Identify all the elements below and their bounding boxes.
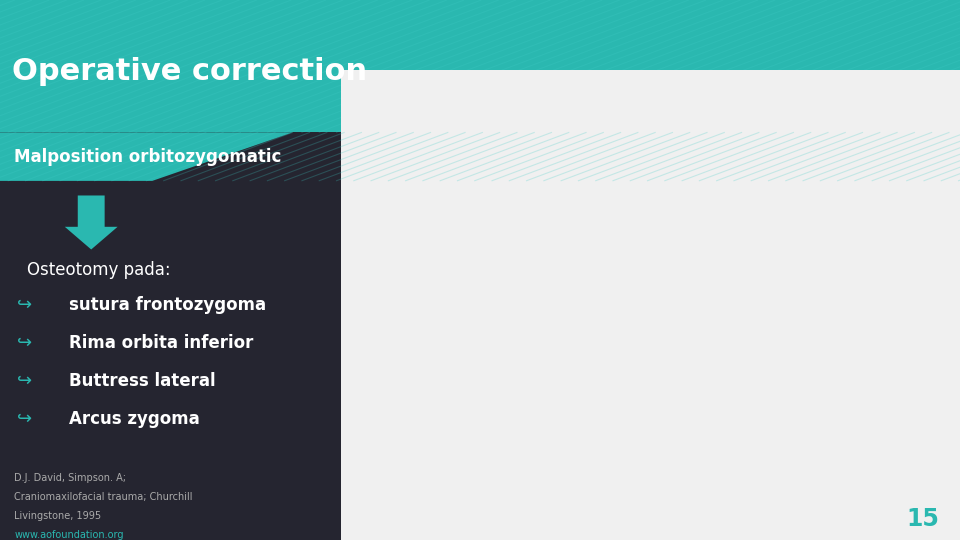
Text: D.J. David, Simpson. A;: D.J. David, Simpson. A; — [14, 473, 127, 483]
Text: Craniomaxilofacial trauma; Churchill: Craniomaxilofacial trauma; Churchill — [14, 492, 193, 502]
FancyArrow shape — [65, 195, 117, 249]
Text: Livingstone, 1995: Livingstone, 1995 — [14, 511, 102, 521]
Text: sutura frontozygoma: sutura frontozygoma — [69, 296, 266, 314]
Polygon shape — [0, 132, 293, 181]
Bar — [0, 0, 960, 132]
Text: ↪: ↪ — [17, 372, 33, 390]
Bar — [341, 70, 960, 540]
Text: Rima orbita inferior: Rima orbita inferior — [69, 334, 253, 352]
Text: Operative correction: Operative correction — [12, 57, 367, 86]
Text: ↪: ↪ — [17, 409, 33, 428]
Text: ↪: ↪ — [17, 334, 33, 352]
Text: Malposition orbitozygomatic: Malposition orbitozygomatic — [14, 147, 282, 166]
Text: Arcus zygoma: Arcus zygoma — [69, 409, 200, 428]
Text: Osteotomy pada:: Osteotomy pada: — [27, 261, 171, 279]
Text: ↪: ↪ — [17, 296, 33, 314]
Text: Buttress lateral: Buttress lateral — [69, 372, 216, 390]
Text: 15: 15 — [906, 508, 939, 531]
Text: www.aofoundation.org: www.aofoundation.org — [14, 530, 124, 539]
